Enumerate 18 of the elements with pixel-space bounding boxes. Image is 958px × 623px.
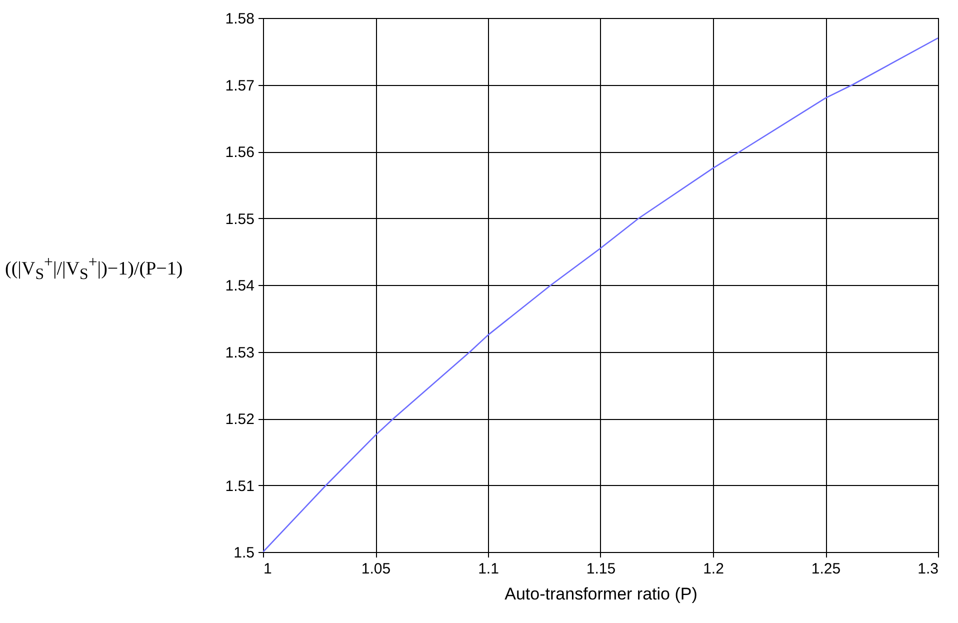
x-tick-label: 1 [264, 560, 272, 578]
y-tick-label: 1.5 [234, 544, 254, 562]
x-tick-label: 1.2 [703, 560, 724, 578]
x-axis-title: Auto-transformer ratio (P) [504, 584, 698, 604]
y-axis-title: ((|V$_{S}$$^{+}$|/|V$_{S}$$^{+}$|)−1)/(P−1) [4, 253, 184, 286]
y-tick-label: 1.55 [225, 210, 254, 228]
y-tick-label: 1.51 [225, 478, 254, 495]
x-tick-label: 1.1 [478, 560, 499, 578]
x-tick-label: 1.3 [918, 560, 938, 578]
y-tick-label: 1.54 [225, 278, 254, 294]
y-tick-label: 1.52 [225, 411, 254, 428]
x-tick-label: 1.15 [586, 560, 616, 578]
y-tick-label: 1.57 [225, 77, 254, 94]
y-tick-label: 1.56 [225, 144, 254, 161]
x-tick-label: 1.25 [811, 560, 841, 578]
y-tick-label: 1.53 [225, 344, 254, 362]
y-tick-label: 1.58 [225, 10, 254, 28]
x-tick-label: 1.05 [361, 560, 391, 578]
